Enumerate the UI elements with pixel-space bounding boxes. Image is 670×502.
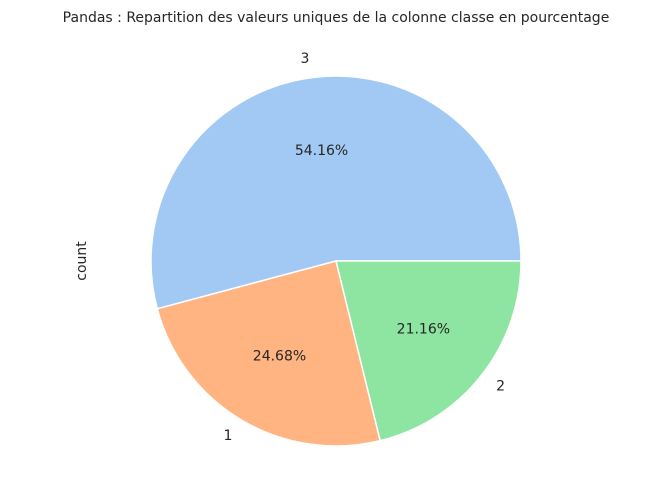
slice-label: 2 — [496, 379, 505, 395]
pie-slice — [156, 260, 382, 447]
slice-label: 1 — [223, 428, 232, 444]
pie-slice — [335, 260, 522, 442]
value-label: 24.68% — [253, 349, 306, 365]
pie-slice — [150, 75, 522, 310]
value-label: 21.16% — [397, 321, 450, 337]
slice-label: 3 — [301, 51, 310, 67]
chart-title: Pandas : Repartition des valeurs uniques… — [63, 10, 610, 26]
y-axis-label: count — [74, 241, 90, 281]
value-label: 54.16% — [295, 143, 348, 159]
